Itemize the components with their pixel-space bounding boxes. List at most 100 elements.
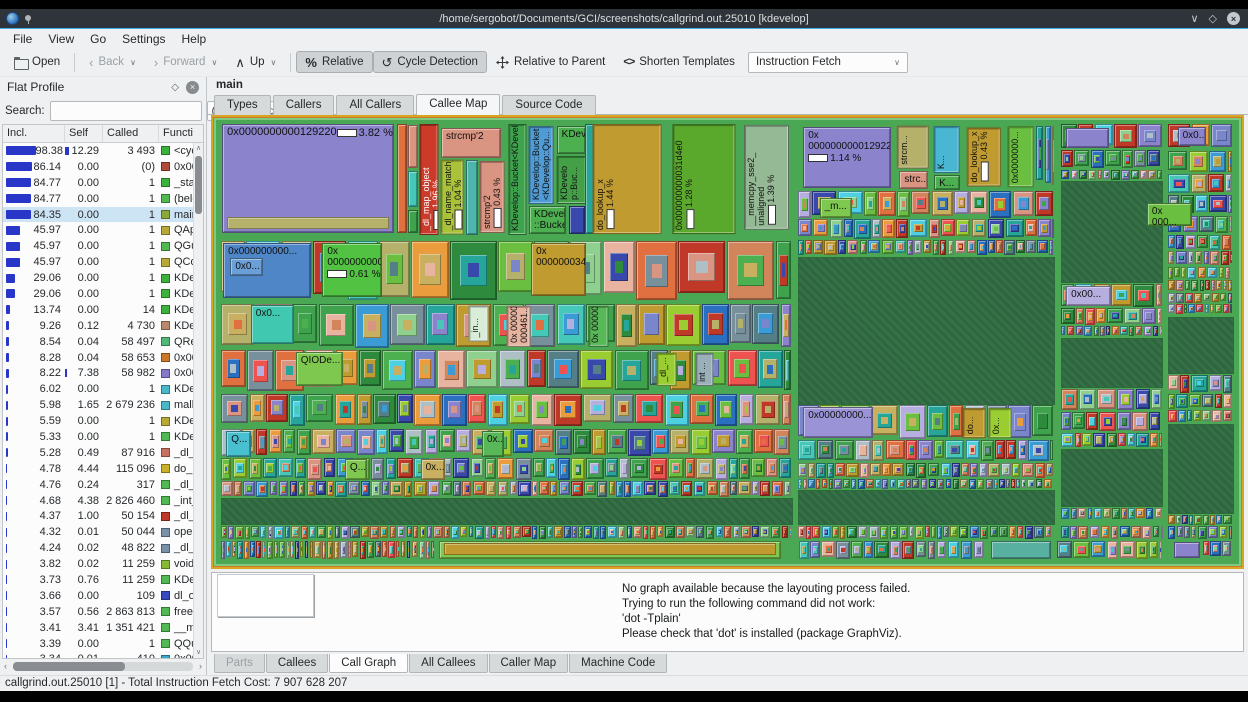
treemap-cell[interactable] <box>726 241 775 300</box>
treemap-cell[interactable] <box>824 239 837 255</box>
treemap-cell[interactable] <box>1093 508 1102 519</box>
treemap-cell[interactable] <box>1210 304 1215 314</box>
treemap-cell[interactable] <box>235 526 244 540</box>
treemap-cell[interactable] <box>1193 292 1202 303</box>
treemap-cell[interactable] <box>327 526 334 539</box>
treemap-cell[interactable] <box>1208 234 1221 251</box>
treemap-cell[interactable] <box>439 429 455 453</box>
treemap-cell[interactable] <box>355 303 389 349</box>
treemap-cell[interactable] <box>971 219 987 237</box>
treemap-cell[interactable]: strcmp'2 <box>441 127 502 159</box>
treemap-empty-area[interactable] <box>798 490 1055 525</box>
treemap-cell[interactable] <box>1182 514 1188 525</box>
vertical-scrollbar[interactable]: ∧ ∨ <box>193 143 203 658</box>
treemap-cell[interactable] <box>729 458 739 480</box>
table-row[interactable]: 5.981.652 679 236malloc <box>3 397 193 413</box>
treemap-cell[interactable] <box>431 541 435 558</box>
treemap-cell[interactable] <box>453 458 470 479</box>
table-row[interactable]: 3.340.014100x0000000 <box>3 652 193 658</box>
treemap-cell[interactable]: Q... <box>226 430 251 457</box>
treemap-cell[interactable] <box>279 541 286 558</box>
treemap-cell[interactable] <box>1008 405 1032 439</box>
treemap-cell[interactable] <box>989 526 999 538</box>
treemap-cell[interactable] <box>1135 389 1150 410</box>
treemap-cell[interactable] <box>999 526 1008 538</box>
treemap-empty-area[interactable] <box>1060 337 1164 389</box>
treemap-cell[interactable] <box>278 481 289 497</box>
treemap-cell[interactable] <box>1070 169 1078 180</box>
treemap-cell[interactable] <box>244 541 249 559</box>
treemap-cell[interactable]: __memcpy_sse2_ unaligned 1.39 % <box>743 125 789 231</box>
treemap-cell[interactable] <box>1119 541 1135 558</box>
treemap-cell[interactable] <box>1211 124 1233 147</box>
treemap-cell[interactable] <box>643 526 649 539</box>
treemap-cell[interactable] <box>783 350 792 391</box>
treemap-cell[interactable] <box>664 526 675 538</box>
tab-all-callers[interactable]: All Callers <box>336 95 415 115</box>
treemap-cell[interactable] <box>987 219 1005 239</box>
treemap-cell[interactable] <box>522 526 531 538</box>
treemap-cell[interactable] <box>1168 251 1175 264</box>
treemap-cell[interactable] <box>706 481 718 495</box>
treemap-cell[interactable] <box>378 241 410 297</box>
treemap-cell[interactable] <box>360 481 370 496</box>
treemap-cell[interactable] <box>652 429 670 454</box>
treemap-cell[interactable] <box>668 481 681 496</box>
treemap-cell[interactable] <box>316 481 326 496</box>
treemap-cell[interactable] <box>1131 169 1139 179</box>
treemap-cell[interactable] <box>1075 308 1085 324</box>
treemap-cell[interactable] <box>467 393 487 424</box>
treemap-cell[interactable] <box>838 239 847 254</box>
treemap-cell[interactable] <box>1135 508 1145 519</box>
treemap-cell[interactable] <box>752 303 780 344</box>
treemap-cell[interactable] <box>730 481 737 495</box>
treemap-cell[interactable] <box>1121 150 1133 169</box>
treemap-cell[interactable] <box>323 458 336 477</box>
treemap-cell[interactable] <box>304 541 309 558</box>
treemap-cell[interactable] <box>945 440 965 460</box>
treemap-cell[interactable]: _in... <box>467 306 489 342</box>
treemap-cell[interactable] <box>1096 308 1106 323</box>
treemap-cell[interactable] <box>260 526 267 539</box>
treemap-cell[interactable]: Q... <box>344 459 368 480</box>
treemap-cell[interactable] <box>577 526 583 539</box>
treemap-cell[interactable] <box>690 393 714 424</box>
treemap-cell[interactable] <box>266 541 274 560</box>
treemap-cell[interactable] <box>517 481 531 496</box>
treemap-cell[interactable] <box>1191 280 1199 292</box>
treemap-cell[interactable] <box>936 479 945 490</box>
table-row[interactable]: 3.390.001QQuickVie <box>3 636 193 652</box>
treemap-cell[interactable] <box>1190 526 1197 539</box>
treemap-cell[interactable] <box>283 429 296 454</box>
treemap-cell[interactable] <box>1075 326 1083 336</box>
treemap-cell[interactable] <box>1183 304 1188 314</box>
table-row[interactable]: 45.970.001QGuiApplic <box>3 238 193 254</box>
treemap-cell[interactable] <box>367 541 374 558</box>
treemap-cell[interactable] <box>288 393 306 426</box>
treemap-cell[interactable] <box>752 481 760 495</box>
treemap-cell[interactable] <box>1078 508 1087 518</box>
treemap-cell[interactable] <box>278 458 294 477</box>
treemap-cell[interactable] <box>1185 280 1190 291</box>
treemap-cell[interactable] <box>389 303 425 346</box>
treemap-cell[interactable] <box>1220 292 1227 302</box>
treemap-cell[interactable] <box>1037 219 1052 238</box>
treemap-cell[interactable] <box>1142 308 1156 324</box>
menu-item-file[interactable]: File <box>13 31 33 46</box>
treemap-cell[interactable] <box>290 541 294 559</box>
treemap-cell[interactable] <box>484 526 490 539</box>
table-row[interactable]: 3.413.411 351 421__memcpy <box>3 620 193 636</box>
treemap-cell[interactable] <box>937 526 943 540</box>
treemap-cell[interactable] <box>798 463 807 478</box>
treemap-cell[interactable] <box>306 481 316 496</box>
treemap-cell[interactable] <box>834 479 842 489</box>
treemap-cell[interactable] <box>738 393 755 425</box>
treemap-cell[interactable] <box>1230 251 1233 264</box>
treemap-cell[interactable] <box>1005 479 1010 489</box>
treemap-cell[interactable] <box>947 541 960 559</box>
treemap-cell[interactable] <box>314 541 321 559</box>
treemap-cell[interactable] <box>723 526 732 539</box>
treemap-cell[interactable] <box>939 239 947 255</box>
treemap-cell[interactable] <box>550 481 558 497</box>
treemap-cell[interactable] <box>444 526 450 539</box>
